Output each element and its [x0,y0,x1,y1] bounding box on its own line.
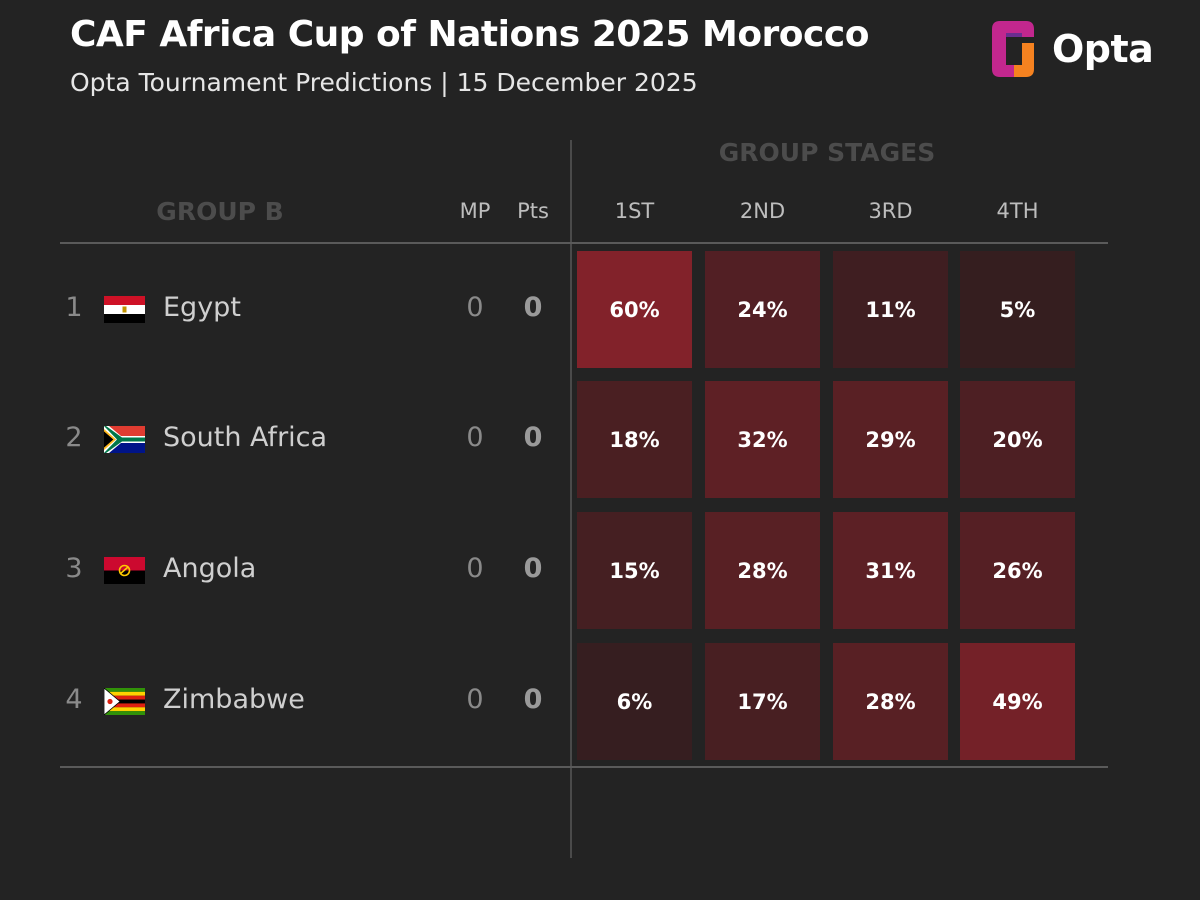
team-rank: 4 [65,683,83,715]
egypt-flag-icon [104,295,145,323]
probability-cell: 31% [833,512,948,629]
probability-cell: 20% [960,381,1075,498]
table-bottom-rule [60,766,1108,768]
probability-cell: 26% [960,512,1075,629]
team-points: 0 [523,291,543,323]
team-name: Zimbabwe [163,683,305,715]
team-rank: 3 [65,552,83,584]
team-matches-played: 0 [466,421,484,453]
probability-cell: 29% [833,381,948,498]
team-name: Egypt [163,291,241,323]
team-matches-played: 0 [466,552,484,584]
angola-flag-icon [104,556,145,584]
zimbabwe-flag-icon [104,687,145,715]
probability-cell: 28% [705,512,820,629]
position-header-1st: 1ST [614,199,655,223]
mp-column-header: MP [459,199,491,223]
table-divider-vertical [570,140,572,858]
team-points: 0 [523,683,543,715]
position-header-2nd: 2ND [739,199,786,223]
team-points: 0 [523,421,543,453]
probability-cell: 28% [833,643,948,760]
team-matches-played: 0 [466,291,484,323]
opta-logo-text: Opta [1052,27,1154,71]
team-matches-played: 0 [466,683,484,715]
page-subtitle: Opta Tournament Predictions | 15 Decembe… [70,68,698,97]
team-name: South Africa [163,421,328,453]
team-name: Angola [163,552,257,584]
south-africa-flag-icon [104,425,145,453]
team-rank: 1 [65,291,83,323]
probability-cell: 11% [833,251,948,368]
position-header-4th: 4TH [996,199,1039,223]
page-title: CAF Africa Cup of Nations 2025 Morocco [70,14,869,55]
probability-cell: 60% [577,251,692,368]
team-points: 0 [523,552,543,584]
probability-cell: 17% [705,643,820,760]
opta-logo-icon [992,21,1034,77]
group-label: GROUP B [156,197,284,226]
pts-column-header: Pts [517,199,549,223]
position-header-3rd: 3RD [868,199,913,223]
probability-cell: 24% [705,251,820,368]
opta-logo: Opta [986,17,1154,81]
probability-cell: 32% [705,381,820,498]
probability-cell: 5% [960,251,1075,368]
team-rank: 2 [65,421,83,453]
probability-cell: 15% [577,512,692,629]
table-header-rule [60,242,1108,244]
probability-cell: 6% [577,643,692,760]
probability-cell: 18% [577,381,692,498]
group-stages-header: GROUP STAGES [718,138,936,167]
probability-cell: 49% [960,643,1075,760]
